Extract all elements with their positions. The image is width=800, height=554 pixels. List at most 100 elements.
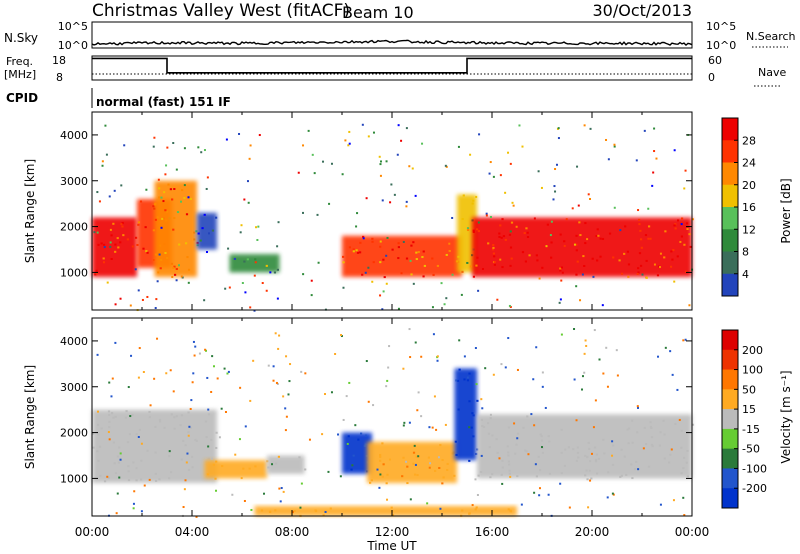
scatter-echo	[601, 304, 604, 307]
scatter-echo	[521, 145, 524, 148]
heatmap-cell	[579, 234, 582, 237]
heatmap-cell	[180, 458, 183, 461]
scatter-echo	[184, 479, 187, 482]
scatter-echo	[590, 452, 593, 455]
heatmap-cell	[627, 275, 630, 278]
power-x-axis	[91, 112, 693, 310]
scatter-echo	[435, 428, 438, 431]
heatmap-cell	[179, 424, 182, 427]
scatter-echo	[187, 281, 190, 284]
heatmap-cell	[352, 250, 355, 253]
heatmap-cell	[498, 235, 501, 238]
nsky-tick-bottom: 10^0	[58, 39, 88, 52]
scatter-echo	[653, 263, 656, 266]
heatmap-cell	[560, 428, 563, 431]
scatter-echo	[642, 447, 645, 450]
heatmap-cell	[152, 229, 155, 232]
heatmap-cell	[546, 223, 549, 226]
heatmap-cell	[525, 227, 528, 230]
heatmap-cell	[472, 199, 475, 202]
heatmap-cell	[96, 423, 100, 426]
heatmap-region	[472, 217, 692, 277]
scatter-echo	[216, 377, 219, 380]
heatmap-cell	[134, 236, 138, 239]
heatmap-cell	[442, 476, 445, 479]
heatmap-cell	[563, 464, 566, 467]
heatmap-cell	[110, 234, 113, 237]
scatter-echo	[485, 214, 488, 217]
scatter-echo	[605, 346, 608, 349]
scatter-echo	[193, 354, 196, 357]
heatmap-cell	[658, 444, 662, 447]
heatmap-cell	[674, 227, 677, 230]
scatter-echo	[602, 372, 605, 375]
scatter-echo	[255, 226, 258, 229]
heatmap-cell	[92, 446, 95, 449]
scatter-echo	[615, 349, 618, 352]
colorbar-tick-label: 16	[742, 201, 756, 214]
scatter-echo	[177, 264, 180, 267]
heatmap-cell	[97, 459, 100, 462]
scatter-echo	[157, 178, 160, 181]
heatmap-cell	[154, 472, 157, 475]
scatter-echo	[607, 158, 610, 161]
scatter-echo	[386, 236, 389, 239]
heatmap-cell	[575, 234, 578, 237]
heatmap-region	[92, 217, 137, 277]
heatmap-cell	[126, 441, 130, 444]
scatter-echo	[431, 426, 434, 429]
scatter-echo	[204, 348, 207, 351]
heatmap-cell	[386, 473, 389, 476]
heatmap-cell	[243, 260, 246, 263]
scatter-echo	[156, 280, 159, 283]
heatmap-cell	[194, 438, 197, 441]
scatter-echo	[388, 458, 391, 461]
heatmap-cell	[578, 221, 581, 224]
heatmap-cell	[576, 260, 579, 263]
heatmap-cell	[439, 444, 442, 447]
heatmap-cell	[114, 415, 117, 418]
heatmap-cell	[489, 476, 492, 479]
scatter-echo	[588, 469, 591, 472]
heatmap-cell	[275, 462, 278, 465]
heatmap-cell	[514, 452, 517, 455]
heatmap-cell	[422, 275, 425, 278]
heatmap-cell	[379, 261, 382, 264]
heatmap-cell	[381, 442, 384, 445]
scatter-echo	[282, 490, 285, 493]
heatmap-cell	[121, 225, 124, 228]
heatmap-cell	[583, 264, 586, 267]
colorbar-swatch	[722, 448, 738, 469]
heatmap-cell	[329, 507, 332, 510]
heatmap-cell	[379, 455, 382, 458]
colorbar-frame	[721, 329, 739, 509]
heatmap-cell	[686, 475, 689, 478]
scatter-echo	[110, 395, 113, 398]
heatmap-cell	[215, 216, 218, 219]
heatmap-cell	[173, 427, 176, 430]
freq-tick-bottom: 8	[56, 71, 63, 84]
scatter-echo	[393, 193, 396, 196]
heatmap-cell	[233, 257, 237, 260]
heatmap-cell	[110, 257, 113, 260]
scatter-echo	[311, 153, 314, 156]
heatmap-cell	[502, 235, 506, 238]
colorbar-swatch	[722, 369, 738, 390]
scatter-echo	[426, 502, 429, 505]
heatmap-cell	[427, 456, 431, 459]
heatmap-cell	[117, 246, 120, 249]
heatmap-cell	[540, 435, 543, 438]
scatter-echo	[655, 157, 658, 160]
scatter-echo	[443, 303, 446, 306]
scatter-echo	[145, 188, 148, 191]
heatmap-cell	[548, 440, 551, 443]
scatter-echo	[489, 413, 492, 416]
scatter-echo	[146, 295, 149, 298]
heatmap-cell	[116, 455, 119, 458]
scatter-echo	[288, 380, 291, 383]
colorbar-swatch	[722, 184, 738, 208]
scatter-echo	[200, 151, 203, 154]
heatmap-cell	[371, 240, 374, 243]
heatmap-cell	[496, 451, 499, 454]
scatter-echo	[557, 137, 560, 140]
